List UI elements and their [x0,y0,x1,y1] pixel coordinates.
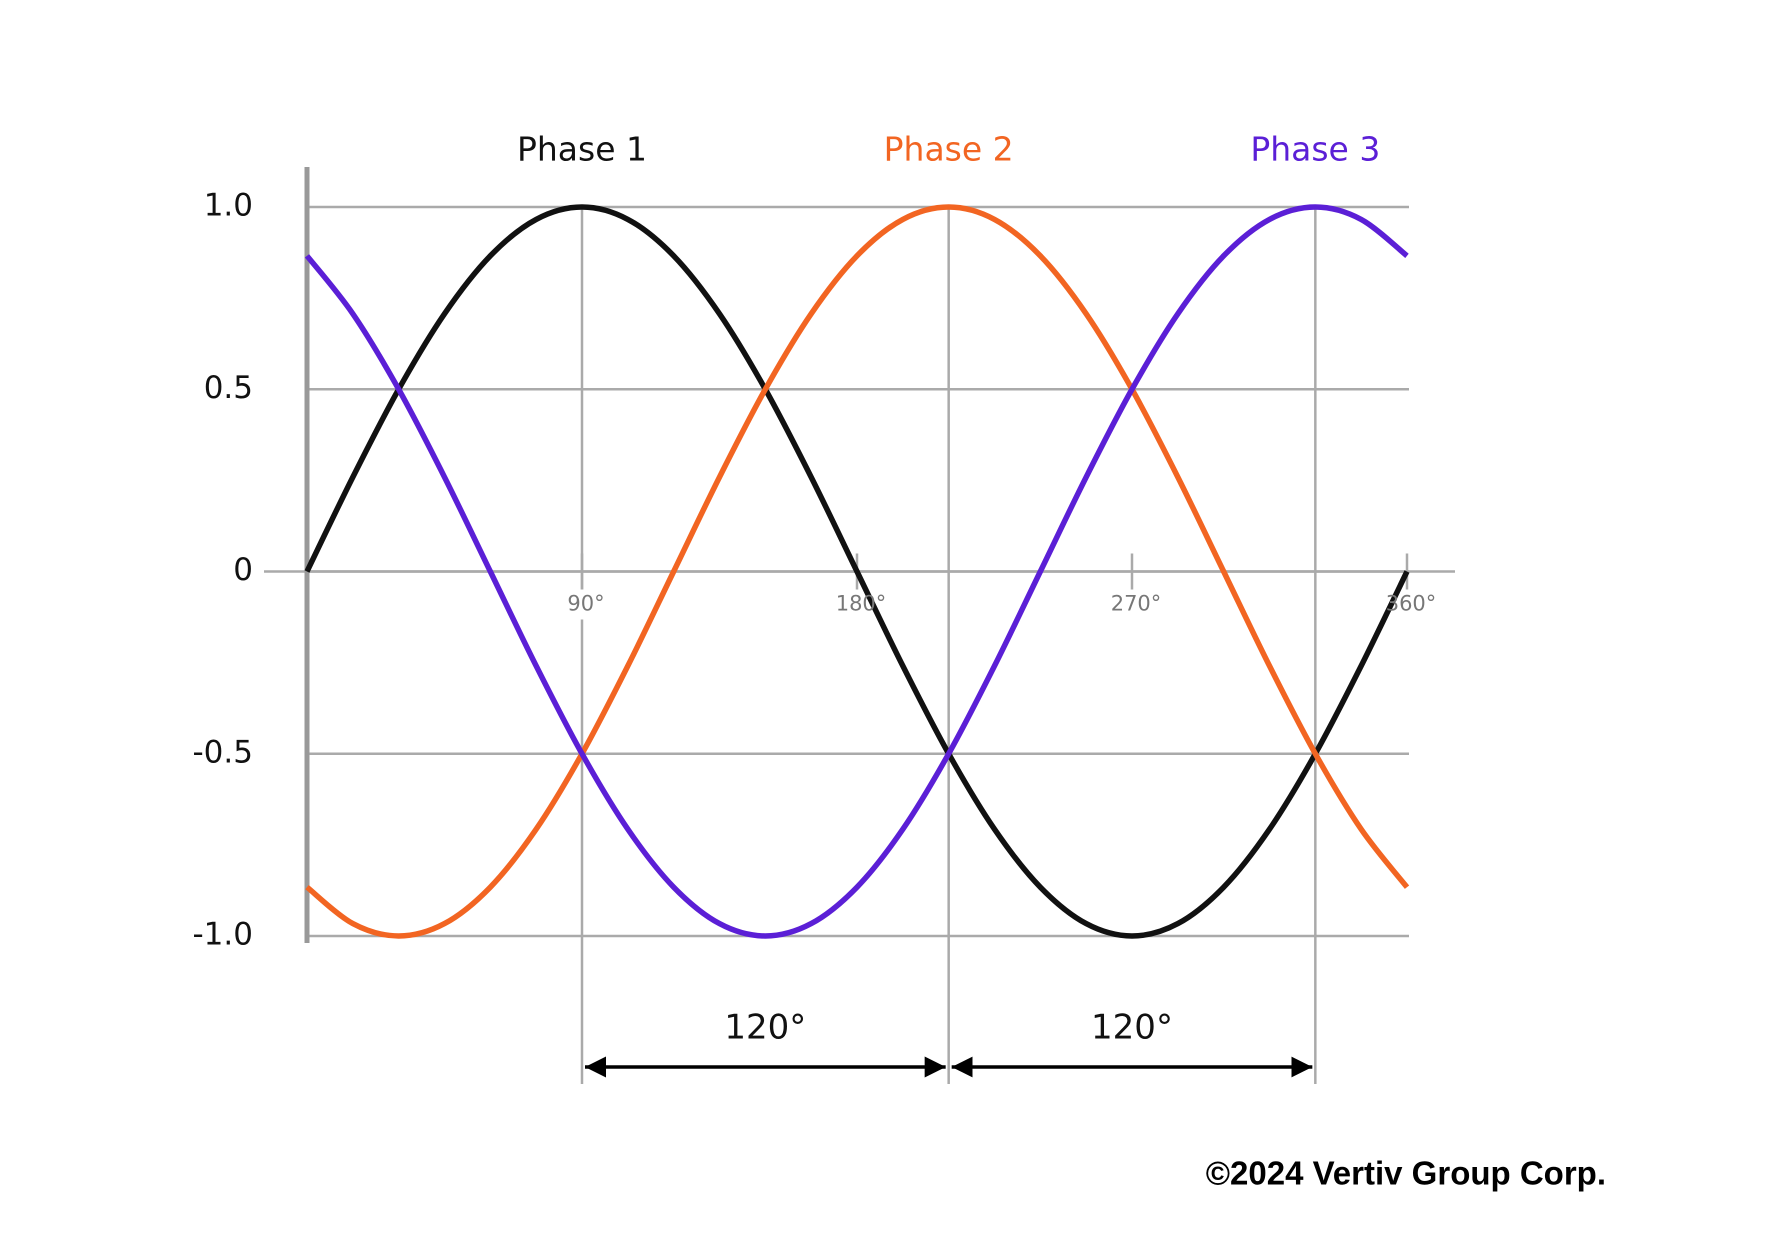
y-tick-label: 1.0 [204,188,253,224]
legend-label: Phase 2 [884,130,1014,169]
tick-label-bg [1104,589,1160,620]
x-tick-label: 270° [1111,592,1162,616]
x-tick-label: 90° [567,592,604,616]
tick-label-bg [554,589,610,620]
legend-label: Phase 1 [517,130,647,169]
y-tick-label: 0.5 [204,370,253,406]
series-line [304,204,1409,939]
y-tick-label: 0 [233,552,253,588]
y-tick-label: -0.5 [193,734,254,770]
span-label: 120° [1091,1008,1173,1048]
x-tick-label: 360° [1386,592,1437,616]
span-label: 120° [724,1008,806,1048]
credit: ©2024 Vertiv Group Corp. [1206,1155,1606,1192]
x-tick-label: 180° [836,592,887,616]
series-line [305,204,1410,939]
series-line [304,204,1410,939]
y-tick-label: -1.0 [193,917,254,953]
legend-label: Phase 3 [1250,130,1380,169]
